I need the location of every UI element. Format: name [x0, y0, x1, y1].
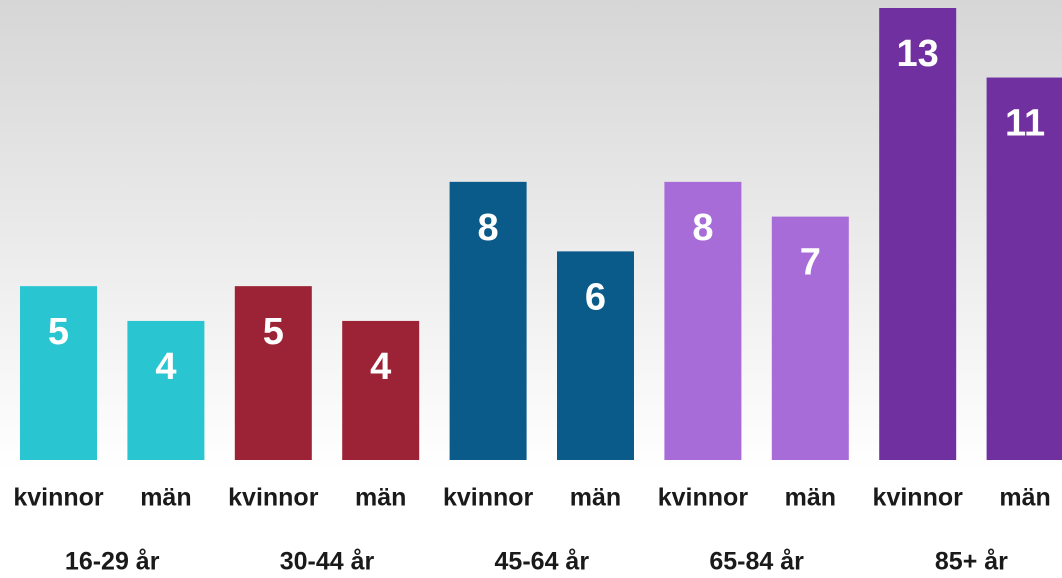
value-label: 4	[370, 346, 391, 388]
bar	[342, 320, 420, 460]
group-label: 30-44 år	[280, 548, 375, 576]
x-tick-label: män	[355, 484, 406, 512]
bar	[20, 286, 97, 460]
value-label: 6	[585, 276, 606, 318]
bar	[557, 251, 634, 460]
bar	[234, 286, 312, 460]
x-tick-label: kvinnor	[13, 484, 104, 512]
x-tick-label: män	[570, 484, 621, 512]
x-tick-label: kvinnor	[443, 484, 534, 512]
value-label: 13	[897, 33, 939, 75]
value-label: 8	[478, 207, 499, 249]
x-tick-label: män	[999, 484, 1050, 512]
bar	[879, 8, 957, 460]
group-label: 65-84 år	[709, 548, 804, 576]
value-label: 5	[263, 311, 284, 353]
value-label: 11	[1005, 103, 1045, 145]
x-tick-label: kvinnor	[658, 484, 749, 512]
value-label: 5	[48, 311, 69, 353]
group-label: 45-64 år	[495, 548, 590, 576]
value-label: 8	[692, 207, 713, 249]
value-label: 4	[155, 346, 176, 388]
value-label: 7	[800, 242, 821, 284]
bar	[771, 216, 849, 460]
group-label: 85+ år	[935, 548, 1008, 576]
x-tick-label: män	[140, 484, 191, 512]
x-tick-label: kvinnor	[228, 484, 319, 512]
bar	[127, 320, 205, 460]
group-label: 16-29 år	[65, 548, 160, 576]
x-tick-label: kvinnor	[873, 484, 964, 512]
x-tick-label: män	[785, 484, 836, 512]
bar	[664, 181, 742, 460]
bar	[449, 181, 527, 460]
bar	[986, 77, 1062, 461]
